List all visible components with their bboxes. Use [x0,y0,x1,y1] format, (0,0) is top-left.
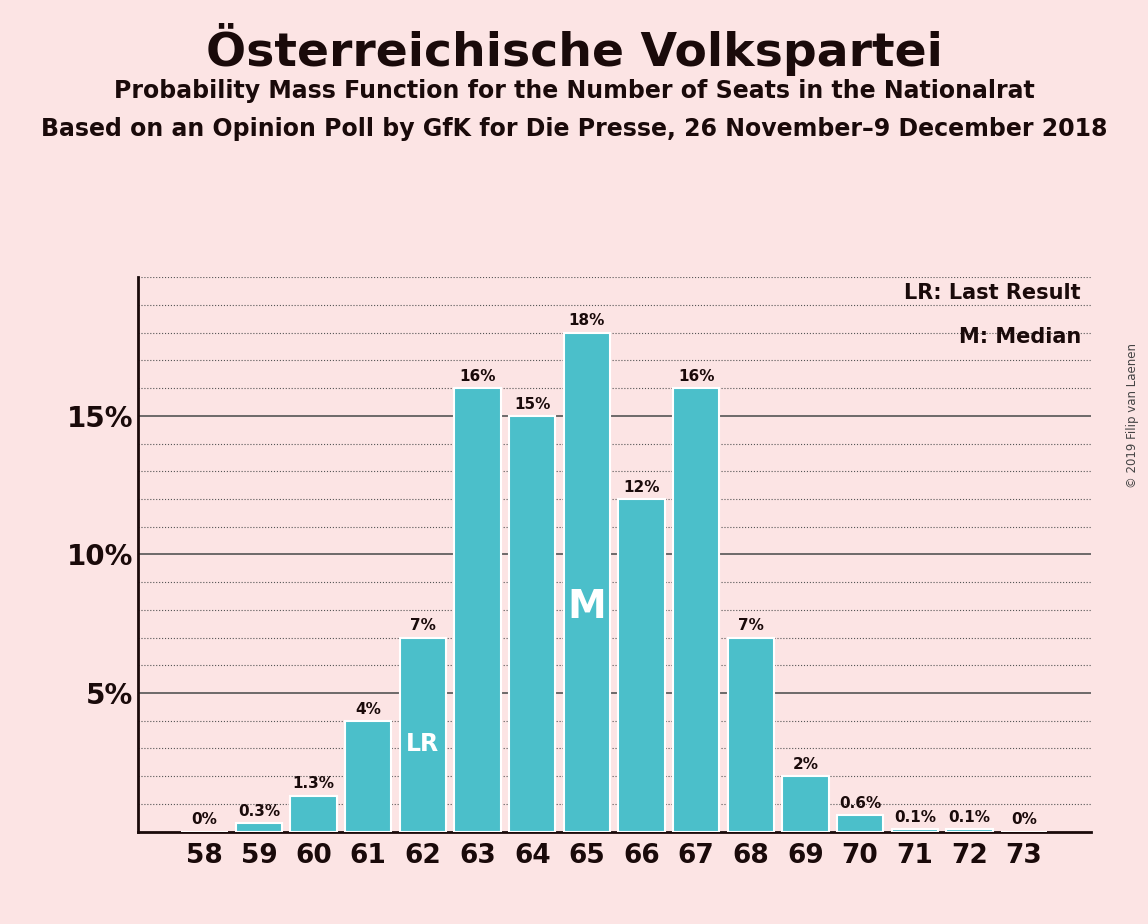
Text: © 2019 Filip van Laenen: © 2019 Filip van Laenen [1126,344,1139,488]
Bar [346,721,391,832]
Text: 0.1%: 0.1% [894,809,936,824]
Bar [892,829,938,832]
Bar [400,638,447,832]
Bar [728,638,774,832]
Text: 7%: 7% [738,618,763,634]
Bar [455,388,501,832]
Bar [564,333,610,832]
Text: M: M [567,588,606,626]
Text: 7%: 7% [410,618,436,634]
Text: LR: LR [406,733,440,756]
Bar [946,829,993,832]
Text: M: Median: M: Median [959,327,1081,347]
Bar [782,776,829,832]
Text: 1.3%: 1.3% [293,776,334,791]
Text: 16%: 16% [678,369,714,384]
Text: 12%: 12% [623,480,660,495]
Bar [235,823,282,832]
Text: 0%: 0% [1011,812,1037,828]
Text: Österreichische Volkspartei: Österreichische Volkspartei [205,23,943,76]
Bar [509,416,556,832]
Text: 16%: 16% [459,369,496,384]
Bar [290,796,336,832]
Text: 15%: 15% [514,396,550,412]
Bar [837,815,883,832]
Text: 0.1%: 0.1% [948,809,991,824]
Bar [673,388,720,832]
Bar [619,499,665,832]
Text: 0.6%: 0.6% [839,796,882,811]
Text: 2%: 2% [792,757,819,772]
Text: 0%: 0% [192,812,217,828]
Text: LR: Last Result: LR: Last Result [905,283,1081,303]
Text: Probability Mass Function for the Number of Seats in the Nationalrat: Probability Mass Function for the Number… [114,79,1034,103]
Text: Based on an Opinion Poll by GfK for Die Presse, 26 November–9 December 2018: Based on an Opinion Poll by GfK for Die … [40,117,1108,141]
Text: 0.3%: 0.3% [238,804,280,819]
Text: 4%: 4% [356,701,381,717]
Text: 18%: 18% [568,313,605,329]
